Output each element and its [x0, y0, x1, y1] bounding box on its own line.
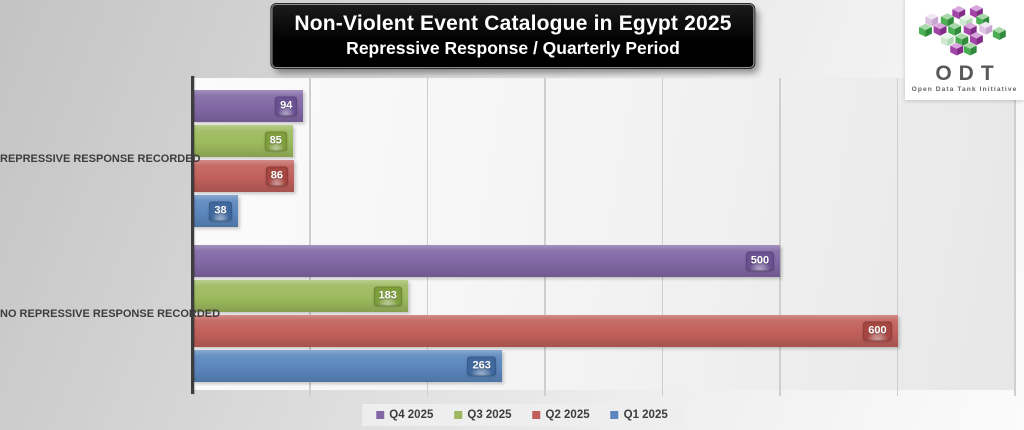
legend-swatch-icon [610, 411, 619, 419]
bar-q4-2025-cat0: 94 [193, 90, 304, 122]
chart-title-line2: Repressive Response / Quarterly Period [346, 38, 680, 58]
legend-item-q4-2025: Q4 2025 [376, 409, 433, 421]
legend-label: Q4 2025 [389, 409, 434, 421]
legend-label: Q1 2025 [623, 409, 668, 421]
bar-q2-2025-cat0: 86 [193, 160, 294, 192]
bar-q1-2025-cat0: 38 [193, 195, 238, 227]
odt-logo: ODT Open Data Tank Initiative [905, 0, 1024, 100]
legend: Q4 2025 Q3 2025 Q2 2025 Q1 2025 [362, 404, 682, 426]
legend-item-q3-2025: Q3 2025 [454, 409, 512, 421]
plot-area: 94 85 86 38 500 183 600 263 [193, 78, 1016, 396]
bar-q3-2025-cat1: 183 [193, 280, 408, 312]
odt-logo-tagline: Open Data Tank Initiative [911, 86, 1018, 93]
value-label: 263 [467, 356, 496, 376]
bar-q4-2025-cat1: 500 [193, 245, 781, 277]
gridline-200 [426, 78, 429, 396]
bar-q3-2025-cat0: 85 [193, 125, 293, 157]
legend-label: Q2 2025 [545, 409, 590, 421]
bar-q1-2025-cat1: 263 [193, 350, 502, 382]
value-label: 500 [745, 251, 775, 271]
chart-title: Non-Violent Event Catalogue in Egypt 202… [270, 3, 756, 69]
gridline-400 [661, 78, 664, 396]
category-label-1: NO REPRESSIVE RESPONSE RECORDED [0, 307, 221, 320]
gridline-300 [544, 78, 546, 396]
odt-cubes-icon [918, 5, 1006, 56]
value-label: 183 [373, 286, 402, 306]
gridline-100 [309, 78, 311, 396]
bar-q2-2025-cat1: 600 [193, 315, 898, 347]
value-label: 85 [264, 131, 287, 151]
chart-title-line1: Non-Violent Event Catalogue in Egypt 202… [294, 12, 732, 35]
gridline-500 [779, 78, 781, 396]
category-label-0: REPRESSIVE RESPONSE RECORDED [0, 152, 201, 165]
odt-logo-name: ODT [935, 62, 1001, 85]
legend-swatch-icon [376, 411, 385, 419]
value-label: 86 [265, 166, 288, 186]
y-axis-line [191, 76, 194, 394]
legend-item-q1-2025: Q1 2025 [610, 409, 668, 421]
value-label: 38 [209, 201, 232, 221]
legend-swatch-icon [532, 411, 541, 419]
value-label: 94 [275, 96, 298, 116]
value-label: 600 [863, 321, 892, 341]
legend-label: Q3 2025 [467, 409, 512, 421]
legend-item-q2-2025: Q2 2025 [532, 409, 590, 421]
legend-swatch-icon [454, 411, 463, 419]
gridline-600 [896, 78, 899, 396]
gridline-700 [1014, 78, 1016, 396]
